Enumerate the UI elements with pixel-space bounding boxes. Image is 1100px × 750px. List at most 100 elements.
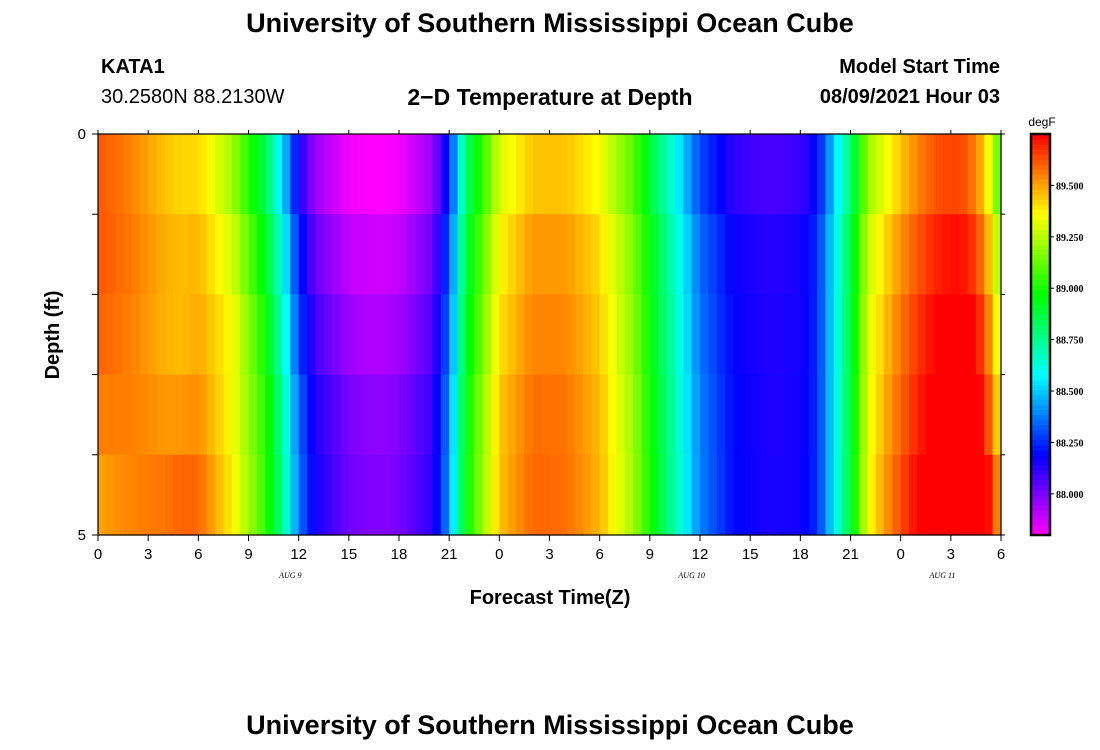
heatmap-cell: [415, 374, 425, 456]
heatmap-cell: [524, 374, 534, 456]
heatmap-cell: [766, 134, 776, 215]
heatmap-cell: [624, 374, 634, 456]
colorbar-swatch: [1031, 394, 1050, 401]
colorbar-swatch: [1031, 354, 1050, 361]
heatmap-cell: [775, 214, 785, 295]
heatmap-cell: [934, 454, 944, 536]
colorbar-swatch: [1031, 164, 1050, 170]
heatmap-cell: [833, 214, 843, 295]
heatmap-cell: [449, 454, 459, 536]
heatmap-cell: [649, 454, 659, 536]
heatmap-cell: [883, 294, 893, 376]
heatmap-cell: [658, 294, 668, 376]
heatmap-cell: [842, 454, 852, 536]
x-tick-label: 9: [646, 546, 654, 563]
heatmap-cell: [181, 374, 191, 456]
colorbar-swatch: [1031, 304, 1050, 311]
heatmap-cell: [800, 374, 810, 456]
heatmap-cell: [181, 214, 191, 295]
heatmap-cell: [582, 134, 592, 215]
heatmap-cell: [557, 134, 567, 215]
x-axis: 0 3 6 9 12 15 18 21 0 3 6 9 12 15 18 21 0 3 6: [94, 130, 1005, 563]
heatmap-cell: [340, 294, 350, 376]
heatmap-cell: [858, 454, 868, 536]
heatmap-cell: [231, 294, 241, 376]
heatmap-cell: [549, 454, 559, 536]
heatmap-cell: [633, 374, 643, 456]
heatmap-cell: [883, 214, 893, 295]
heatmap-cell: [950, 294, 960, 376]
heatmap-cell: [424, 454, 434, 536]
heatmap-cell: [156, 374, 166, 456]
heatmap-cell: [215, 214, 225, 295]
heatmap-cell: [641, 214, 651, 295]
colorbar-swatch: [1031, 499, 1050, 506]
heatmap-cell: [674, 134, 684, 215]
colorbar-swatch: [1031, 134, 1050, 140]
heatmap-cell: [909, 454, 918, 536]
heatmap-cell: [858, 294, 868, 376]
station-id: KATA1: [101, 56, 165, 78]
heatmap-cell: [992, 214, 1002, 295]
colorbar-swatch: [1031, 464, 1050, 471]
heatmap-cell: [432, 134, 442, 215]
heatmap-cell: [817, 214, 827, 295]
heatmap-cell: [825, 134, 835, 215]
heatmap-cell: [206, 134, 216, 215]
heatmap-cell: [490, 454, 500, 536]
heatmap-cell: [975, 454, 985, 536]
heatmap-cell: [298, 214, 308, 295]
heatmap-cell: [984, 374, 994, 456]
heatmap-cell: [708, 294, 718, 376]
date-label: AUG 10: [677, 571, 704, 580]
heatmap-cell: [733, 134, 743, 215]
heatmap-cell: [624, 454, 634, 536]
heatmap-cell: [917, 134, 927, 215]
heatmap-cell: [399, 294, 408, 376]
heatmap-cell: [984, 134, 994, 215]
heatmap-cell: [616, 294, 626, 376]
heatmap-cell: [173, 454, 183, 536]
heatmap-cell: [407, 134, 417, 215]
heatmap-cell: [240, 374, 250, 456]
heatmap-cell: [332, 134, 342, 215]
heatmap-cell: [156, 134, 166, 215]
page-title-top: University of Southern Mississippi Ocean…: [246, 8, 854, 38]
heatmap-cell: [98, 214, 107, 295]
heatmap-cell: [424, 294, 434, 376]
heatmap-cell: [298, 294, 308, 376]
heatmap-cell: [925, 134, 935, 215]
heatmap-cell: [959, 454, 969, 536]
heatmap-cell: [725, 454, 735, 536]
colorbar-swatch: [1031, 529, 1050, 536]
colorbar-swatch: [1031, 479, 1050, 486]
heatmap-cell: [223, 134, 233, 215]
heatmap-cell: [173, 294, 183, 376]
heatmap-cell: [390, 214, 400, 295]
heatmap-cell: [909, 294, 918, 376]
heatmap-cell: [390, 374, 400, 456]
heatmap-cell: [867, 294, 877, 376]
heatmap-cell: [900, 454, 910, 536]
x-tick-label: 0: [896, 546, 904, 563]
heatmap-cell: [959, 374, 969, 456]
heatmap-cell: [557, 294, 567, 376]
heatmap-cell: [817, 294, 827, 376]
heatmap-cell: [599, 294, 609, 376]
colorbar-swatch: [1031, 179, 1050, 185]
heatmap-cell: [708, 374, 718, 456]
heatmap-cell: [298, 374, 308, 456]
heatmap-cell: [181, 454, 191, 536]
heatmap-cell: [658, 374, 668, 456]
heatmap-cell: [925, 454, 935, 536]
heatmap-cell: [432, 214, 442, 295]
heatmap-cell: [482, 454, 492, 536]
colorbar-swatch: [1031, 524, 1050, 531]
colorbar-swatch: [1031, 294, 1050, 301]
colorbar-swatch: [1031, 159, 1050, 165]
heatmap-cell: [741, 134, 751, 215]
heatmap-cell: [281, 454, 291, 536]
heatmap-cell: [424, 134, 434, 215]
heatmap-cell: [307, 134, 316, 215]
heatmap-cell: [875, 214, 885, 295]
